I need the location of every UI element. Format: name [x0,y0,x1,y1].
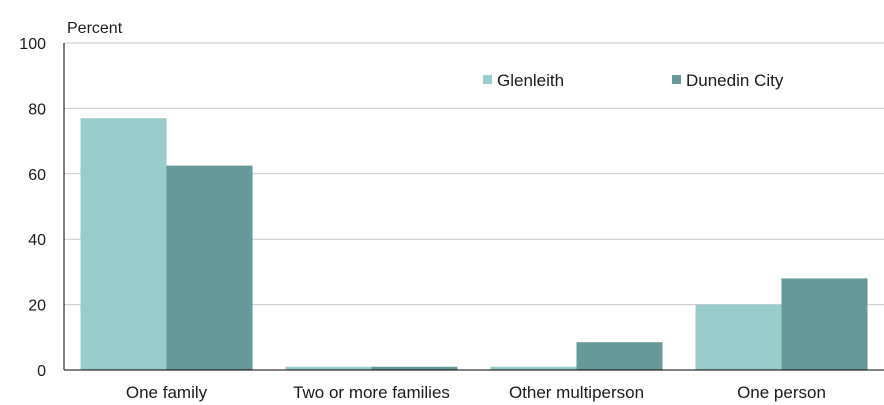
y-tick-label: 100 [19,36,46,53]
legend: Glenleith Dunedin City [483,71,784,90]
y-axis-unit-label: Percent [67,20,123,37]
bar-glenleith-two-or-more-families [285,366,372,370]
y-tick-label: 80 [28,101,46,118]
y-tick-label: 20 [28,298,46,315]
bar-glenleith-one-person [695,304,782,370]
category-label: One family [126,383,208,402]
category-label: Other multiperson [509,383,644,402]
bar-dunedin-city-one-family [166,165,253,370]
legend-swatch [672,75,681,84]
category-labels: One family Two or more families Other mult… [126,383,826,402]
y-tick-label: 0 [37,363,46,380]
bar-dunedin-city-two-or-more-families [371,366,458,370]
y-tick-label: 60 [28,167,46,184]
bar-glenleith-other-multiperson [490,366,577,370]
bars [80,118,868,371]
bar-dunedin-city-other-multiperson [576,342,663,370]
bar-glenleith-one-family [80,118,167,371]
y-tick-labels: 0 20 40 60 80 100 [19,36,46,380]
y-tick-label: 40 [28,232,46,249]
category-label: One person [737,383,826,402]
category-label: Two or more families [293,383,450,402]
legend-swatch [483,75,492,84]
bar-dunedin-city-one-person [781,278,868,370]
legend-label: Glenleith [497,71,564,90]
legend-label: Dunedin City [686,71,784,90]
